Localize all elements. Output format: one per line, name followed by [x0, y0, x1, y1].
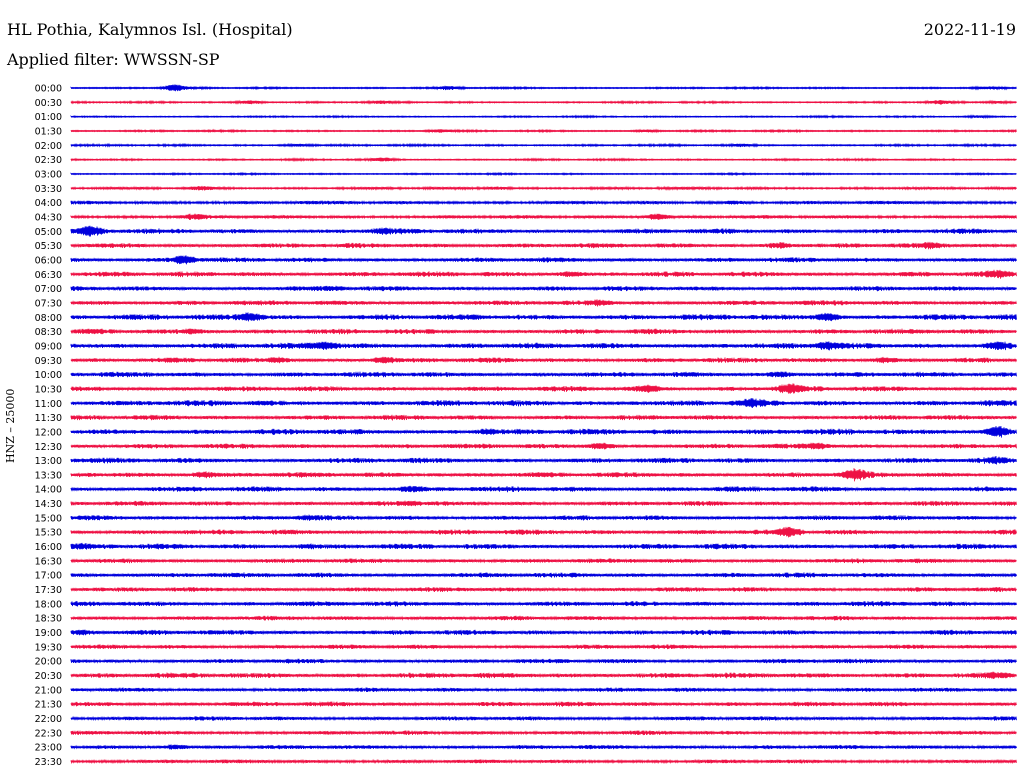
- seismogram-trace: [70, 500, 1017, 507]
- time-label: 12:30: [35, 442, 62, 453]
- time-label: 14:30: [35, 499, 62, 510]
- time-label: 08:30: [35, 327, 62, 338]
- time-label: 16:30: [35, 556, 62, 567]
- time-label: 06:00: [35, 255, 62, 266]
- time-label: 03:30: [35, 184, 62, 195]
- time-label: 21:30: [35, 700, 62, 711]
- time-label: 09:30: [35, 356, 62, 367]
- time-label: 04:30: [35, 212, 62, 223]
- time-label: 21:00: [35, 685, 62, 696]
- time-label: 05:00: [35, 227, 62, 238]
- time-label: 15:00: [35, 513, 62, 524]
- seismogram-trace: [70, 468, 1017, 482]
- time-label: 06:30: [35, 270, 62, 281]
- time-label: 03:00: [35, 169, 62, 180]
- time-label: 08:00: [35, 313, 62, 324]
- time-label: 02:00: [35, 141, 62, 152]
- time-label: 20:00: [35, 657, 62, 668]
- time-label: 22:00: [35, 714, 62, 725]
- time-label: 09:00: [35, 341, 62, 352]
- time-label: 13:30: [35, 470, 62, 481]
- time-label: 16:00: [35, 542, 62, 553]
- time-label: 23:30: [35, 757, 62, 768]
- time-label: 01:30: [35, 126, 62, 137]
- time-label: 17:30: [35, 585, 62, 596]
- time-label: 11:30: [35, 413, 62, 424]
- time-label: 18:30: [35, 614, 62, 625]
- time-label: 05:30: [35, 241, 62, 252]
- filter-label: Applied filter: WWSSN-SP: [7, 50, 220, 69]
- time-label: 11:00: [35, 399, 62, 410]
- time-label: 18:00: [35, 599, 62, 610]
- time-label: 19:00: [35, 628, 62, 639]
- time-label: 13:00: [35, 456, 62, 467]
- date-label: 2022-11-19: [923, 20, 1016, 39]
- time-label: 15:30: [35, 528, 62, 539]
- time-label: 01:00: [35, 112, 62, 123]
- time-label: 23:00: [35, 743, 62, 754]
- time-label: 02:30: [35, 155, 62, 166]
- time-label: 14:00: [35, 485, 62, 496]
- seismogram-trace: [70, 398, 1017, 409]
- time-label: 07:30: [35, 298, 62, 309]
- time-label: 00:00: [35, 84, 62, 95]
- time-label: 20:30: [35, 671, 62, 682]
- time-label: 19:30: [35, 642, 62, 653]
- station-title: HL Pothia, Kalymnos Isl. (Hospital): [7, 20, 293, 39]
- time-label: 10:00: [35, 370, 62, 381]
- time-label: 10:30: [35, 384, 62, 395]
- time-label: 00:30: [35, 98, 62, 109]
- time-label: 17:00: [35, 571, 62, 582]
- time-label: 12:00: [35, 427, 62, 438]
- time-label: 07:00: [35, 284, 62, 295]
- time-label: 04:00: [35, 198, 62, 209]
- time-label: 22:30: [35, 728, 62, 739]
